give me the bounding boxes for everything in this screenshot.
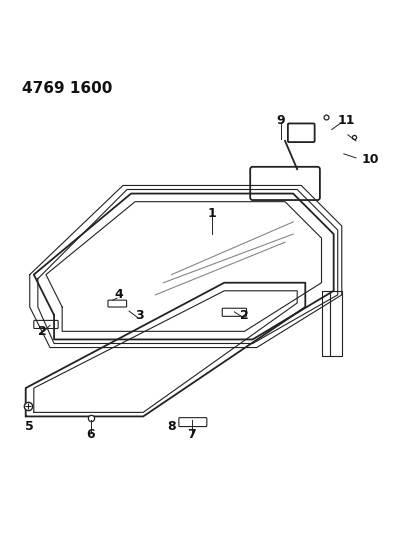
FancyBboxPatch shape (288, 124, 315, 142)
Text: 6: 6 (86, 428, 95, 441)
Text: 8: 8 (167, 420, 176, 433)
FancyBboxPatch shape (179, 418, 207, 426)
Text: 5: 5 (25, 420, 34, 433)
FancyBboxPatch shape (222, 308, 246, 317)
Text: 7: 7 (187, 428, 196, 441)
Text: 4: 4 (115, 288, 123, 301)
Text: 1: 1 (208, 207, 217, 220)
Text: 10: 10 (362, 152, 379, 166)
Text: 2: 2 (38, 325, 46, 338)
FancyBboxPatch shape (250, 167, 320, 200)
Text: 9: 9 (277, 114, 285, 127)
FancyBboxPatch shape (108, 300, 126, 307)
Text: 11: 11 (338, 114, 355, 127)
Text: 4769 1600: 4769 1600 (22, 80, 112, 96)
FancyBboxPatch shape (34, 320, 58, 328)
Text: 2: 2 (240, 309, 249, 321)
Text: 3: 3 (135, 309, 144, 321)
